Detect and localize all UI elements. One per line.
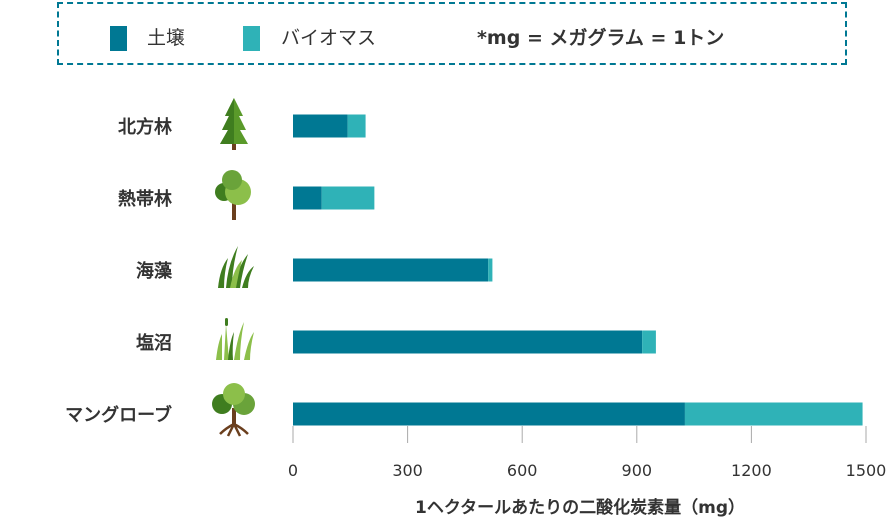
bar-biomass — [321, 186, 375, 210]
bar-soil — [293, 114, 348, 138]
legend: 土壌 バイオマス *mg = メガグラム = 1トン — [57, 2, 847, 65]
legend-label-soil: 土壌 — [147, 27, 186, 49]
bar-soil — [293, 186, 322, 210]
category-label: マングローブ — [65, 404, 172, 426]
category-label: 塩沼 — [136, 332, 172, 354]
x-tick-label: 1200 — [731, 461, 772, 480]
bar-biomass — [642, 330, 656, 354]
conifer-tree-icon — [220, 98, 248, 150]
x-tick-label: 300 — [392, 461, 423, 480]
x-tick-label: 900 — [622, 461, 653, 480]
category-label: 海藻 — [136, 260, 173, 282]
bar-biomass — [684, 402, 863, 426]
legend-unit-note: *mg = メガグラム = 1トン — [477, 27, 725, 49]
bar-soil — [293, 258, 489, 282]
bar-soil — [293, 330, 643, 354]
bar-biomass — [347, 114, 366, 138]
x-tick-label: 0 — [288, 461, 298, 480]
x-tick-label: 600 — [507, 461, 538, 480]
mangrove-tree-icon — [212, 383, 255, 437]
x-tick-label: 1500 — [846, 461, 887, 480]
bar-biomass — [488, 258, 493, 282]
category-label: 熱帯林 — [118, 188, 172, 210]
category-label: 北方林 — [118, 116, 172, 138]
legend-label-biomass: バイオマス — [281, 27, 377, 49]
seagrass-icon — [218, 246, 254, 288]
x-axis-label: 1ヘクタールあたりの二酸化炭素量（mg） — [415, 497, 745, 518]
broadleaf-tree-icon — [215, 170, 251, 220]
legend-swatch-soil — [110, 26, 127, 51]
bar-soil — [293, 402, 685, 426]
legend-swatch-biomass — [243, 26, 260, 51]
salt-marsh-grass-icon — [216, 318, 254, 360]
